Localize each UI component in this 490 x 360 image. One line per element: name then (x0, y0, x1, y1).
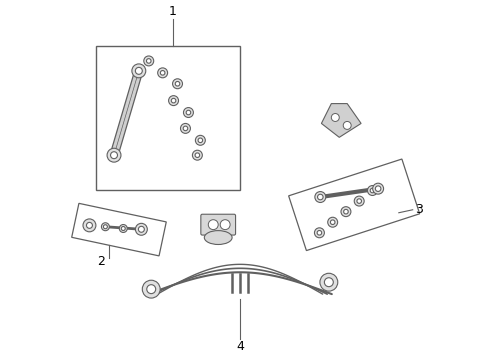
Circle shape (186, 110, 191, 115)
Circle shape (331, 113, 339, 121)
Circle shape (83, 219, 96, 232)
Circle shape (169, 96, 178, 105)
Circle shape (343, 210, 348, 214)
Polygon shape (289, 159, 419, 251)
Circle shape (172, 79, 182, 89)
Bar (96, 46, 240, 190)
Circle shape (368, 185, 377, 195)
Circle shape (147, 59, 151, 63)
Circle shape (193, 150, 202, 160)
Circle shape (160, 71, 165, 75)
Polygon shape (321, 104, 361, 137)
Circle shape (318, 194, 323, 200)
Circle shape (142, 280, 160, 298)
Ellipse shape (204, 231, 232, 244)
Circle shape (132, 64, 146, 78)
Circle shape (101, 223, 109, 231)
Circle shape (183, 108, 194, 117)
Circle shape (328, 217, 338, 227)
Circle shape (343, 121, 351, 129)
Circle shape (135, 67, 142, 74)
Circle shape (119, 225, 127, 233)
Circle shape (196, 135, 205, 145)
Circle shape (320, 273, 338, 291)
Text: 2: 2 (97, 255, 105, 268)
Circle shape (107, 148, 121, 162)
FancyBboxPatch shape (201, 214, 236, 235)
Circle shape (147, 285, 156, 294)
Circle shape (330, 220, 335, 225)
Circle shape (341, 207, 351, 217)
Circle shape (354, 196, 364, 206)
Circle shape (357, 199, 362, 203)
Circle shape (175, 81, 180, 86)
Circle shape (172, 98, 176, 103)
Circle shape (144, 56, 154, 66)
Text: 3: 3 (415, 203, 422, 216)
Circle shape (315, 228, 324, 238)
Circle shape (370, 188, 375, 193)
Circle shape (195, 153, 199, 157)
Text: 4: 4 (236, 340, 244, 353)
Circle shape (324, 278, 333, 287)
Circle shape (111, 152, 118, 159)
Circle shape (198, 138, 203, 143)
Circle shape (373, 183, 384, 194)
Circle shape (103, 225, 107, 229)
Circle shape (375, 186, 381, 192)
Polygon shape (72, 203, 166, 256)
Circle shape (180, 123, 191, 133)
Text: 1: 1 (169, 5, 176, 18)
Circle shape (183, 126, 188, 131)
Circle shape (122, 226, 125, 230)
Circle shape (208, 220, 218, 230)
Circle shape (135, 223, 147, 235)
Circle shape (158, 68, 168, 78)
Circle shape (315, 192, 326, 202)
Circle shape (317, 230, 322, 235)
Circle shape (220, 220, 230, 230)
Circle shape (86, 222, 93, 228)
Circle shape (138, 226, 145, 232)
Polygon shape (110, 70, 143, 156)
